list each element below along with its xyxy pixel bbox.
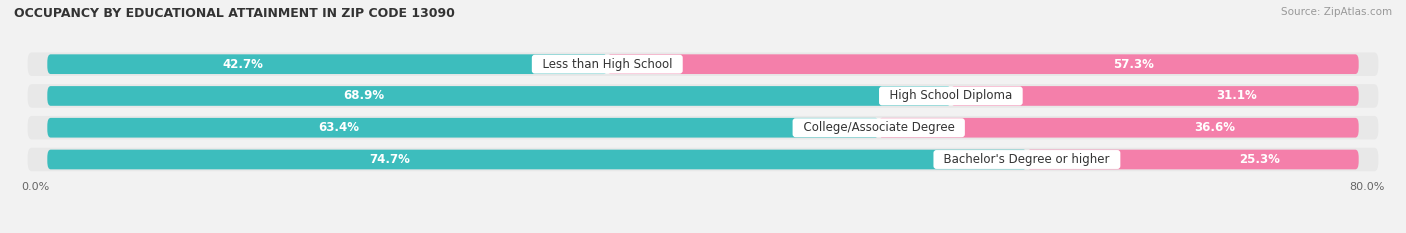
Text: Bachelor's Degree or higher: Bachelor's Degree or higher (936, 153, 1118, 166)
FancyBboxPatch shape (879, 118, 1358, 137)
FancyBboxPatch shape (48, 86, 950, 106)
Text: Source: ZipAtlas.com: Source: ZipAtlas.com (1281, 7, 1392, 17)
Text: High School Diploma: High School Diploma (882, 89, 1019, 103)
Text: Less than High School: Less than High School (534, 58, 679, 71)
FancyBboxPatch shape (950, 86, 1358, 106)
Text: 63.4%: 63.4% (318, 121, 359, 134)
Text: 36.6%: 36.6% (1194, 121, 1236, 134)
FancyBboxPatch shape (28, 84, 1378, 108)
Text: 57.3%: 57.3% (1112, 58, 1154, 71)
Text: OCCUPANCY BY EDUCATIONAL ATTAINMENT IN ZIP CODE 13090: OCCUPANCY BY EDUCATIONAL ATTAINMENT IN Z… (14, 7, 456, 20)
Text: 0.0%: 0.0% (21, 182, 49, 192)
Text: 80.0%: 80.0% (1350, 182, 1385, 192)
Text: 31.1%: 31.1% (1216, 89, 1257, 103)
Text: 68.9%: 68.9% (343, 89, 384, 103)
Text: 42.7%: 42.7% (224, 58, 264, 71)
FancyBboxPatch shape (28, 52, 1378, 76)
Text: 74.7%: 74.7% (370, 153, 411, 166)
FancyBboxPatch shape (28, 148, 1378, 171)
FancyBboxPatch shape (48, 118, 879, 137)
FancyBboxPatch shape (28, 116, 1378, 140)
Text: College/Associate Degree: College/Associate Degree (796, 121, 962, 134)
FancyBboxPatch shape (607, 54, 1358, 74)
FancyBboxPatch shape (48, 54, 607, 74)
FancyBboxPatch shape (1026, 150, 1358, 169)
FancyBboxPatch shape (48, 150, 1026, 169)
Text: 25.3%: 25.3% (1239, 153, 1279, 166)
